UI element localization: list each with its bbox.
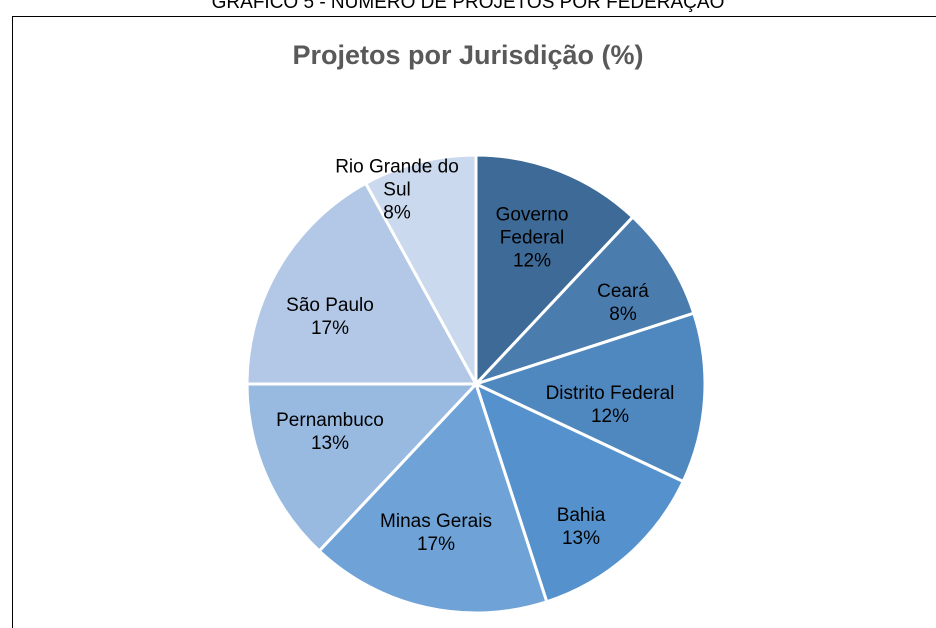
pie-slice [363,153,478,385]
slice-name: Pernambuco [276,410,384,431]
data-label: Bahia 13% [541,504,621,550]
slice-value: 8% [383,202,411,224]
pie-slice [245,181,479,386]
pie-slice [245,382,480,554]
slice-value: 13% [561,528,601,549]
pie-slice [317,381,549,615]
slice-name: Governo Federal [495,204,569,249]
slice-value: 12% [512,250,552,272]
slice-value: 17% [416,534,456,555]
data-label: São Paulo 17% [260,294,400,340]
slice-value: 13% [310,433,350,454]
page-heading: GRÁFICO 5 - NÚMERO DE PROJETOS POR FEDER… [211,0,725,13]
slice-name: Bahia [556,505,606,526]
slice-name: Ceará [597,281,649,302]
data-label: Rio Grande do Sul 8% [332,156,462,225]
data-label: Minas Gerais 17% [366,510,506,556]
pie-slice [473,381,686,604]
pie-slice [471,311,707,484]
data-label: Governo Federal 12% [484,204,580,273]
data-label: Ceará 8% [583,280,663,326]
slice-name: Minas Gerais [380,511,492,532]
slice-name: Rio Grande do Sul [335,156,459,201]
slice-name: São Paulo [286,295,374,316]
data-label: Distrito Federal 12% [520,382,700,428]
slice-value: 17% [310,318,350,339]
data-label: Pernambuco 13% [260,409,400,455]
slice-value: 8% [609,304,637,325]
pie-slice [474,153,635,388]
pie-slice [474,214,696,386]
slice-name: Distrito Federal [545,383,675,404]
chart-title: Projetos por Jurisdição (%) [292,40,644,70]
slice-value: 12% [590,406,630,427]
chart-frame [12,16,936,628]
